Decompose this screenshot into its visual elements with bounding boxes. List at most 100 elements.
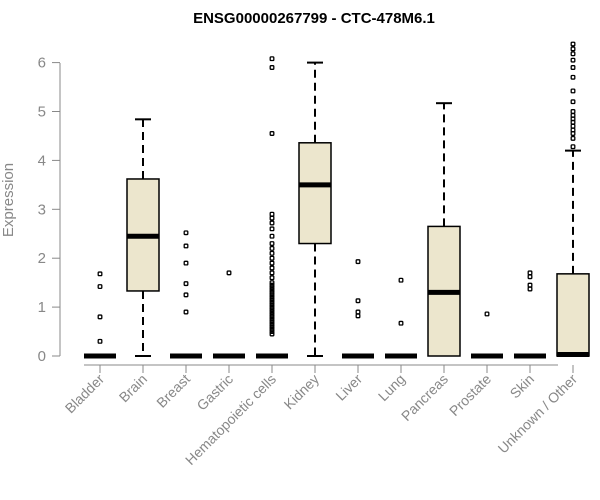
outlier-point xyxy=(269,319,275,325)
outlier-point xyxy=(269,316,275,322)
outlier-point xyxy=(269,211,275,217)
y-tick-label: 1 xyxy=(38,299,46,316)
y-ticks: 0 1 2 3 4 5 6 xyxy=(38,55,60,365)
outlier-point xyxy=(570,46,576,52)
outlier-point xyxy=(269,260,275,266)
outlier-point xyxy=(570,88,576,94)
box-bladder xyxy=(84,271,116,359)
outlier-point xyxy=(570,51,576,57)
outlier-point xyxy=(97,314,103,320)
outlier-point xyxy=(269,324,275,330)
outlier-point xyxy=(269,329,275,334)
y-tick-label: 6 xyxy=(38,55,46,72)
outlier-point xyxy=(269,233,275,239)
outlier-point xyxy=(269,56,275,62)
outlier-point xyxy=(97,271,103,277)
x-tick-label: Unknown / Other xyxy=(495,371,581,457)
x-tick-label: Lung xyxy=(375,371,408,404)
outlier-point xyxy=(570,99,576,105)
outlier-point xyxy=(269,280,275,286)
y-tick-label: 2 xyxy=(38,250,46,267)
outlier-point xyxy=(484,311,490,317)
outlier-point xyxy=(570,127,576,133)
outlier-point xyxy=(570,135,576,141)
outlier-point xyxy=(269,275,275,281)
outlier-point xyxy=(269,311,275,317)
box-hematopoietic-cells xyxy=(256,56,288,359)
outlier-point xyxy=(269,65,275,70)
outlier-point xyxy=(269,309,275,315)
outlier-point xyxy=(269,294,275,300)
x-tick-label: Brain xyxy=(116,371,150,405)
outlier-point xyxy=(269,299,275,305)
outlier-point xyxy=(183,292,189,298)
outlier-point xyxy=(570,123,576,129)
outlier-point xyxy=(527,274,533,280)
outlier-point xyxy=(527,286,533,292)
outlier-point xyxy=(269,131,275,136)
outlier-point xyxy=(269,304,275,310)
outlier-point xyxy=(570,41,576,47)
outlier-point xyxy=(183,230,189,236)
iqr-box xyxy=(298,142,332,245)
y-tick-label: 4 xyxy=(38,152,46,169)
outlier-point xyxy=(398,277,404,283)
outlier-point xyxy=(398,320,404,326)
box-lung xyxy=(385,277,417,359)
outlier-point xyxy=(570,112,576,118)
outlier-point xyxy=(269,331,275,337)
outlier-point xyxy=(355,313,361,319)
x-tick-label: Pancreas xyxy=(398,371,451,424)
outlier-point xyxy=(269,270,275,276)
outlier-point xyxy=(183,309,189,315)
x-tick-label: Skin xyxy=(507,371,538,402)
y-tick-label: 0 xyxy=(38,348,46,365)
box-pancreas xyxy=(427,102,461,357)
outlier-point xyxy=(269,326,275,332)
outlier-point xyxy=(269,292,275,298)
outlier-point xyxy=(269,245,275,251)
outlier-point xyxy=(269,285,275,290)
outlier-point xyxy=(269,321,275,327)
outlier-point xyxy=(269,220,275,226)
box-brain xyxy=(126,118,160,357)
box-breast xyxy=(170,230,202,359)
y-tick-label: 5 xyxy=(38,104,46,121)
outlier-point xyxy=(570,109,576,114)
box-gastric xyxy=(213,270,245,359)
outlier-point xyxy=(97,338,103,344)
outlier-point xyxy=(355,298,361,304)
x-tick-label: Bladder xyxy=(62,371,108,417)
outlier-point xyxy=(355,309,361,315)
outlier-point xyxy=(183,243,189,249)
outlier-point xyxy=(570,65,576,70)
chart-title: ENSG00000267799 - CTC-478M6.1 xyxy=(193,10,435,27)
outlier-point xyxy=(570,57,576,63)
outlier-point xyxy=(269,287,275,293)
outlier-point xyxy=(527,270,533,276)
boxes xyxy=(84,41,590,359)
y-axis-label: Expression xyxy=(0,163,17,237)
outlier-point xyxy=(269,255,275,261)
box-unknown-other xyxy=(556,41,590,358)
outlier-point xyxy=(527,282,533,288)
box-skin xyxy=(514,270,546,359)
outlier-point xyxy=(269,282,275,288)
outlier-point xyxy=(226,270,232,276)
outlier-point xyxy=(269,226,275,232)
outlier-point xyxy=(269,289,275,295)
box-prostate xyxy=(471,311,503,359)
outlier-point xyxy=(269,265,275,271)
outlier-point xyxy=(183,260,189,266)
x-tick-label: Prostate xyxy=(446,371,494,419)
x-tick-label: Gastric xyxy=(193,371,236,414)
outlier-point xyxy=(269,241,275,246)
outlier-point xyxy=(269,215,275,221)
x-tick-label: Kidney xyxy=(281,371,323,413)
box-liver xyxy=(342,259,374,359)
box-kidney xyxy=(298,61,332,357)
outlier-point xyxy=(570,144,576,150)
outlier-point xyxy=(269,250,275,256)
